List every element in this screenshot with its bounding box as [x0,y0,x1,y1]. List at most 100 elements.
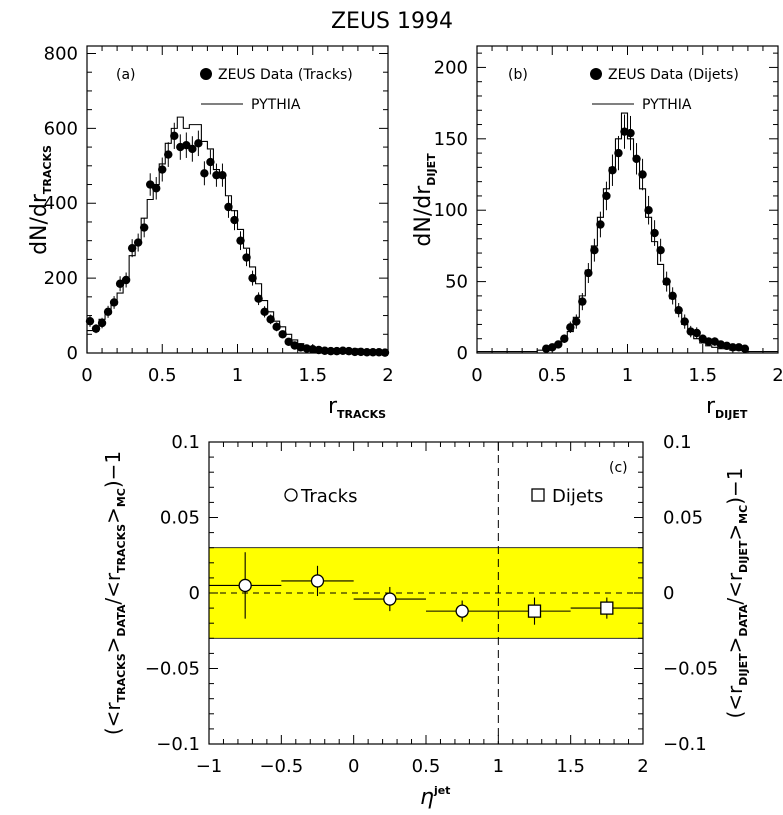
panel-b-axis-ticks: 0 0.5 1 1.5 2 0 50 100 150 200 [434,46,783,386]
panel-c-legend-tracks-marker [284,488,298,502]
yl-r-sub3: DIJET [737,540,750,573]
b-data-point [638,170,647,179]
a-data-point [212,170,221,180]
panel-b-pythia-histogram [476,112,778,353]
c-x-tick-label: 1.5 [556,756,585,777]
c-tracks-point [455,604,469,618]
a-data-point [236,236,245,245]
b-data-point [554,340,563,349]
panel-c-data-points [209,552,643,625]
yl-l-mid3: > [101,507,125,524]
b-data-point [572,317,581,326]
b-data-point [566,323,575,332]
c-y-tick-label-right: 0.1 [663,432,692,453]
yl-l-mid1: > [101,637,125,654]
a-data-point [374,348,384,357]
figure-title: ZEUS 1994 [331,9,453,34]
a-data-point [97,318,107,328]
yl-l-sub2: DATA [115,604,128,636]
panel-a-legend-mc: PYTHIA [251,97,301,113]
b-data-point [626,128,635,138]
b-data-point [680,317,689,326]
c-y-tick-label: −0.05 [145,659,200,680]
b-data-point [728,343,738,352]
a-x-tick-label: 1.5 [298,365,327,386]
b-data-point [578,297,587,306]
panel-a-axis-ticks: 0 0.5 1 1.5 2 0 200 400 600 800 [44,43,394,386]
b-pythia-step-line [476,112,778,353]
b-data-point [674,305,683,315]
a-data-point [158,165,167,174]
panel-a-x-label: rTRACKS [328,394,386,421]
panel-a: 0 0.5 1 1.5 2 0 200 400 600 800 (a) ZEUS Data (Tr… [27,43,394,421]
b-data-point [668,291,677,301]
a-data-point [278,330,287,339]
panel-b-y-label-main: dN/dr [411,185,436,247]
b-data-point [740,344,750,353]
c-y-tick-label: −0.1 [156,734,200,755]
yl-r-mid2: /<r [723,572,747,604]
a-data-point [85,316,95,326]
c-x-tick-label: 0 [348,756,359,777]
panel-a-legend-data: ZEUS Data (Tracks) [218,67,353,83]
a-data-point [362,348,372,357]
yl-l-sub1: TRACKS [115,653,128,702]
yl-r-sub1: DIJET [737,653,750,686]
b-y-tick-label: 0 [457,343,468,364]
b-data-point [596,220,605,229]
b-data-point [656,245,665,255]
b-data-point [614,148,623,158]
a-data-point [103,307,113,317]
yl-l-sub3: TRACKS [115,524,128,573]
a-data-point [194,139,203,148]
b-y-tick-label: 150 [434,129,468,150]
panel-c-legend-dijets: Dijets [552,486,603,507]
a-data-point [200,169,209,178]
panel-c-legend-dijets-marker [531,488,545,502]
c-y-tick-label: 0 [189,583,200,604]
c-dijets-point [600,601,614,615]
yl-l-sub4: MC [115,488,128,507]
panel-c-systematic-band [208,547,644,639]
panel-b-legend-marker [590,68,602,80]
a-data-point [260,307,269,317]
panel-a-label: (a) [116,67,136,83]
panel-b-frame [476,45,779,354]
panel-c-x-label-sup: jet [433,784,451,797]
a-data-point [164,150,173,159]
a-x-tick-label: 0.5 [148,365,177,386]
b-data-point [608,166,617,175]
b-x-tick-label: 0 [471,365,482,386]
panel-a-frame [86,45,389,354]
panel-c-axis-ticks: −1 −0.5 0 0.5 1 1.5 2 −0.1 −0.1 −0.05 −0.05 0 0 0.05 0… [145,432,718,777]
a-data-point [224,202,233,212]
a-data-point [109,298,119,307]
b-data-point [632,154,641,164]
yl-l-open: (<r [101,702,125,736]
panel-b-x-label: rDIJET [706,394,748,421]
a-data-point [350,347,360,357]
b-y-tick-label: 200 [434,57,468,78]
panel-b-y-label-sub: DIJET [425,153,438,186]
panel-a-y-label-main: dN/dr [27,193,52,255]
a-pythia-step-line [86,116,388,354]
c-y-tick-label-right: 0.05 [663,508,703,529]
a-data-point [182,141,191,150]
c-tracks-point [383,592,397,606]
a-data-point [380,348,390,357]
a-data-point [133,238,143,247]
panel-b-y-label: dN/drDIJET [411,153,438,247]
b-data-point [560,334,569,343]
a-data-point [139,223,149,232]
a-data-point [242,253,251,262]
panel-b-legend-mc: PYTHIA [642,97,692,113]
c-y-tick-label-right: −0.05 [663,659,718,680]
c-tracks-point [310,574,325,588]
yl-l-close: )−1 [101,451,125,488]
a-data-point [254,294,263,303]
a-y-tick-label: 800 [44,43,78,64]
b-data-point [662,277,671,286]
b-x-tick-label: 1.5 [688,365,717,386]
b-data-point [692,328,701,338]
b-data-point [602,191,611,201]
